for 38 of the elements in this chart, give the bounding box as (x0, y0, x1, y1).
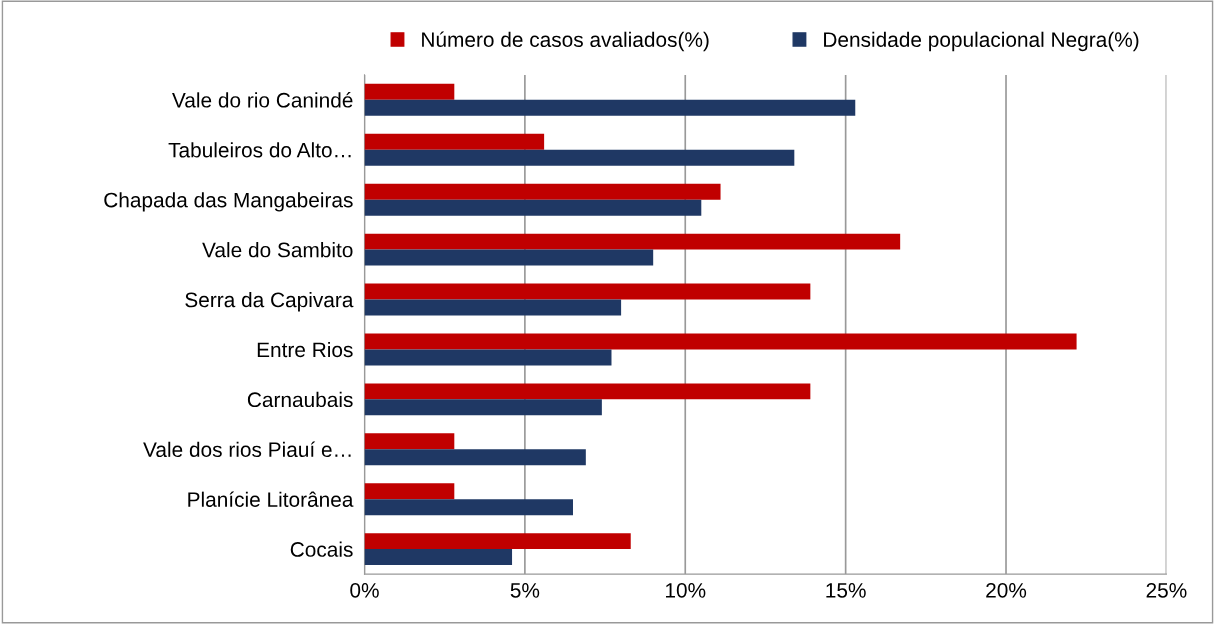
legend-label: Número de casos avaliados(%) (422, 31, 709, 52)
bar (364, 333, 1077, 350)
y-tick-label: Vale do rio Canindé (172, 92, 353, 108)
legend-label: Densidade populacional Negra(%) (824, 31, 1139, 52)
bar (364, 199, 702, 216)
bar (364, 449, 586, 466)
bar (364, 283, 811, 300)
bar (364, 433, 455, 450)
y-tick-label: Planície Litorânea (188, 491, 354, 507)
y-tick-label: Entre Rios (257, 341, 353, 358)
x-tick-label: 20% (986, 582, 1027, 598)
x-tick-label: 5% (510, 583, 540, 598)
bar (364, 349, 612, 366)
bar (364, 399, 602, 416)
x-tick-label: 15% (826, 583, 866, 598)
bar (364, 99, 856, 116)
bar (364, 549, 513, 566)
bar (364, 499, 573, 516)
y-tick-label: Vale do Sambito (202, 242, 353, 258)
x-tick-label: 25% (1146, 582, 1187, 598)
bar (364, 483, 455, 500)
bar (364, 383, 811, 400)
bar (364, 83, 455, 100)
bar (364, 233, 901, 250)
bar (364, 133, 545, 150)
bar (364, 149, 795, 166)
y-tick-label: Tabuleiros do Alto… (168, 142, 351, 158)
y-tick-label: Serra da Capivara (185, 291, 354, 312)
y-tick-label: Carnaubais (247, 391, 353, 408)
bar (364, 249, 654, 266)
y-tick-label: Cocais (290, 541, 353, 557)
bar (364, 183, 721, 200)
y-tick-label: Vale dos rios Piauí e… (143, 441, 351, 458)
bar (364, 533, 631, 550)
y-tick-label: Chapada das Mangabeiras (104, 192, 353, 212)
x-tick-label: 10% (666, 582, 706, 598)
bar (364, 299, 622, 316)
x-tick-label: 0% (350, 582, 379, 598)
